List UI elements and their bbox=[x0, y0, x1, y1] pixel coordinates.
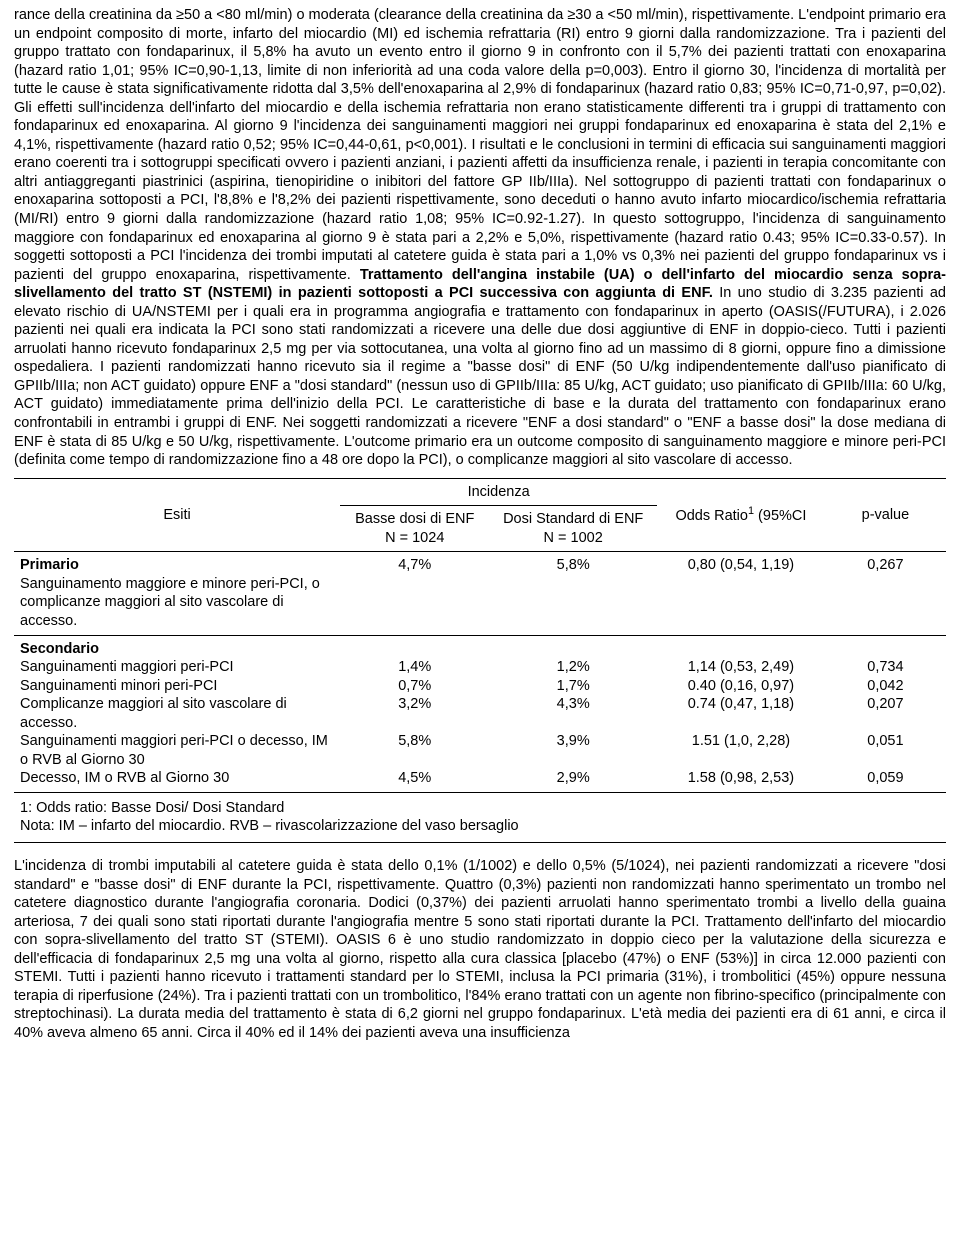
paragraph-post: L'incidenza di trombi imputabili al cate… bbox=[14, 857, 946, 1042]
p1-t2: In uno studio di 3.235 pazienti ad eleva… bbox=[14, 285, 946, 468]
outcomes-table: Esiti Incidenza Odds Ratio1 (95%CI p-val… bbox=[14, 478, 946, 843]
secondary-or-col: 1,14 (0,53, 2,49) 0.40 (0,16, 0,97) 0.74… bbox=[657, 635, 825, 792]
secondary-std-col: 1,2% 1,7% 4,3% 3,9% 2,9% bbox=[489, 635, 657, 792]
primary-or: 0,80 (0,54, 1,19) bbox=[657, 552, 825, 635]
primary-row: Primario Sanguinamento maggiore e minore… bbox=[14, 552, 340, 635]
th-basse-dosi: Basse dosi di ENF N = 1024 bbox=[340, 506, 489, 552]
secondary-block: Secondario Sanguinamenti maggiori peri-P… bbox=[14, 635, 340, 792]
primary-std: 5,8% bbox=[489, 552, 657, 635]
secondary-low-col: 1,4% 0,7% 3,2% 5,8% 4,5% bbox=[340, 635, 489, 792]
table-footnote: 1: Odds ratio: Basse Dosi/ Dosi Standard… bbox=[14, 792, 946, 842]
p2-t2: OASIS 6 è uno studio randomizzato in dop… bbox=[14, 932, 946, 1041]
paragraph-main: rance della creatinina da ≥50 a <80 ml/m… bbox=[14, 6, 946, 470]
th-odds-ratio: Odds Ratio1 (95%CI bbox=[657, 478, 825, 552]
primary-p: 0,267 bbox=[825, 552, 946, 635]
secondary-p-col: 0,734 0,042 0,207 0,051 0,059 bbox=[825, 635, 946, 792]
th-dosi-standard: Dosi Standard di ENF N = 1002 bbox=[489, 506, 657, 552]
th-incidenza: Incidenza bbox=[340, 478, 657, 506]
th-pvalue: p-value bbox=[825, 478, 946, 552]
p1-t1: rance della creatinina da ≥50 a <80 ml/m… bbox=[14, 7, 946, 283]
th-esiti: Esiti bbox=[14, 478, 340, 552]
primary-low: 4,7% bbox=[340, 552, 489, 635]
